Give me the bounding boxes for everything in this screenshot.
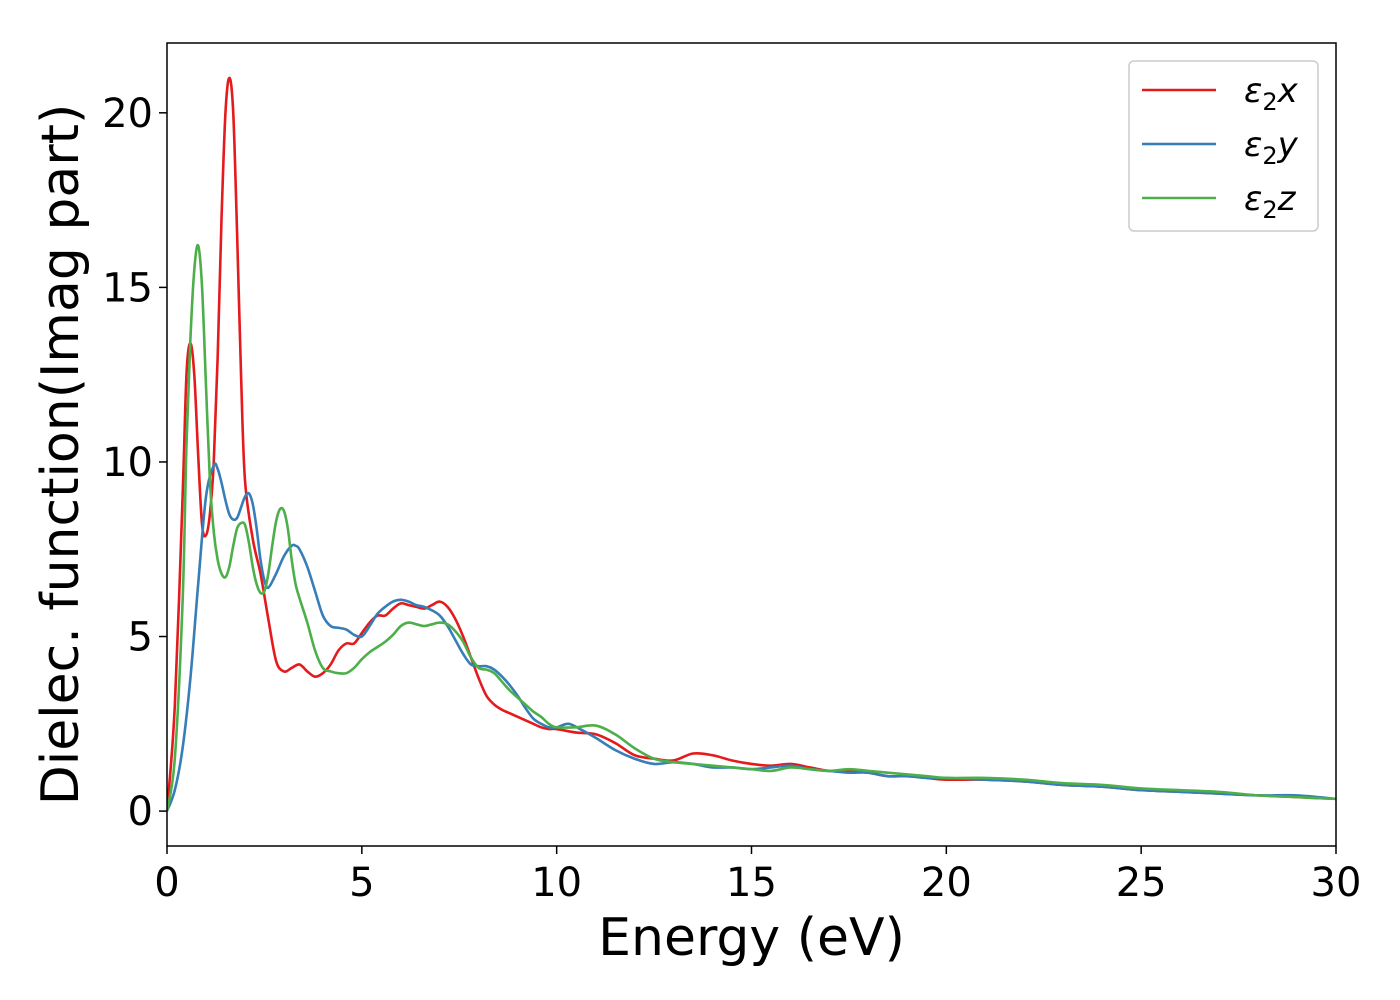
x-tick-label: 15: [726, 860, 777, 906]
ticks-layer: 0 5 10 15 20 25 30 0 5 10 15 20: [102, 91, 1361, 906]
series-layer: [167, 76, 1336, 812]
x-axis-title: Energy (eV): [598, 908, 905, 968]
x-tick-label: 25: [1116, 860, 1167, 906]
legend: ε2x ε2y ε2z: [1128, 60, 1319, 232]
x-tick-label: 5: [349, 860, 374, 906]
y-tick-label: 10: [102, 440, 153, 486]
series-line-z: [167, 243, 1336, 812]
x-tick-label: 0: [154, 860, 179, 906]
series-line-x: [167, 76, 1336, 812]
y-tick-label: 20: [102, 91, 153, 137]
series-line-y: [167, 462, 1336, 812]
legend-label-x: ε2x: [1244, 71, 1299, 116]
legend-label-z: ε2z: [1244, 179, 1297, 224]
y-tick-label: 0: [128, 789, 153, 835]
legend-box: [1128, 60, 1319, 232]
y-tick-label: 5: [128, 615, 153, 661]
x-tick-label: 20: [921, 860, 972, 906]
y-axis-title: Dielec. function(Imag part): [31, 104, 91, 806]
y-tick-label: 15: [102, 265, 153, 311]
legend-label-y: ε2y: [1244, 125, 1299, 170]
x-tick-label: 30: [1311, 860, 1362, 906]
x-tick-label: 10: [531, 860, 582, 906]
